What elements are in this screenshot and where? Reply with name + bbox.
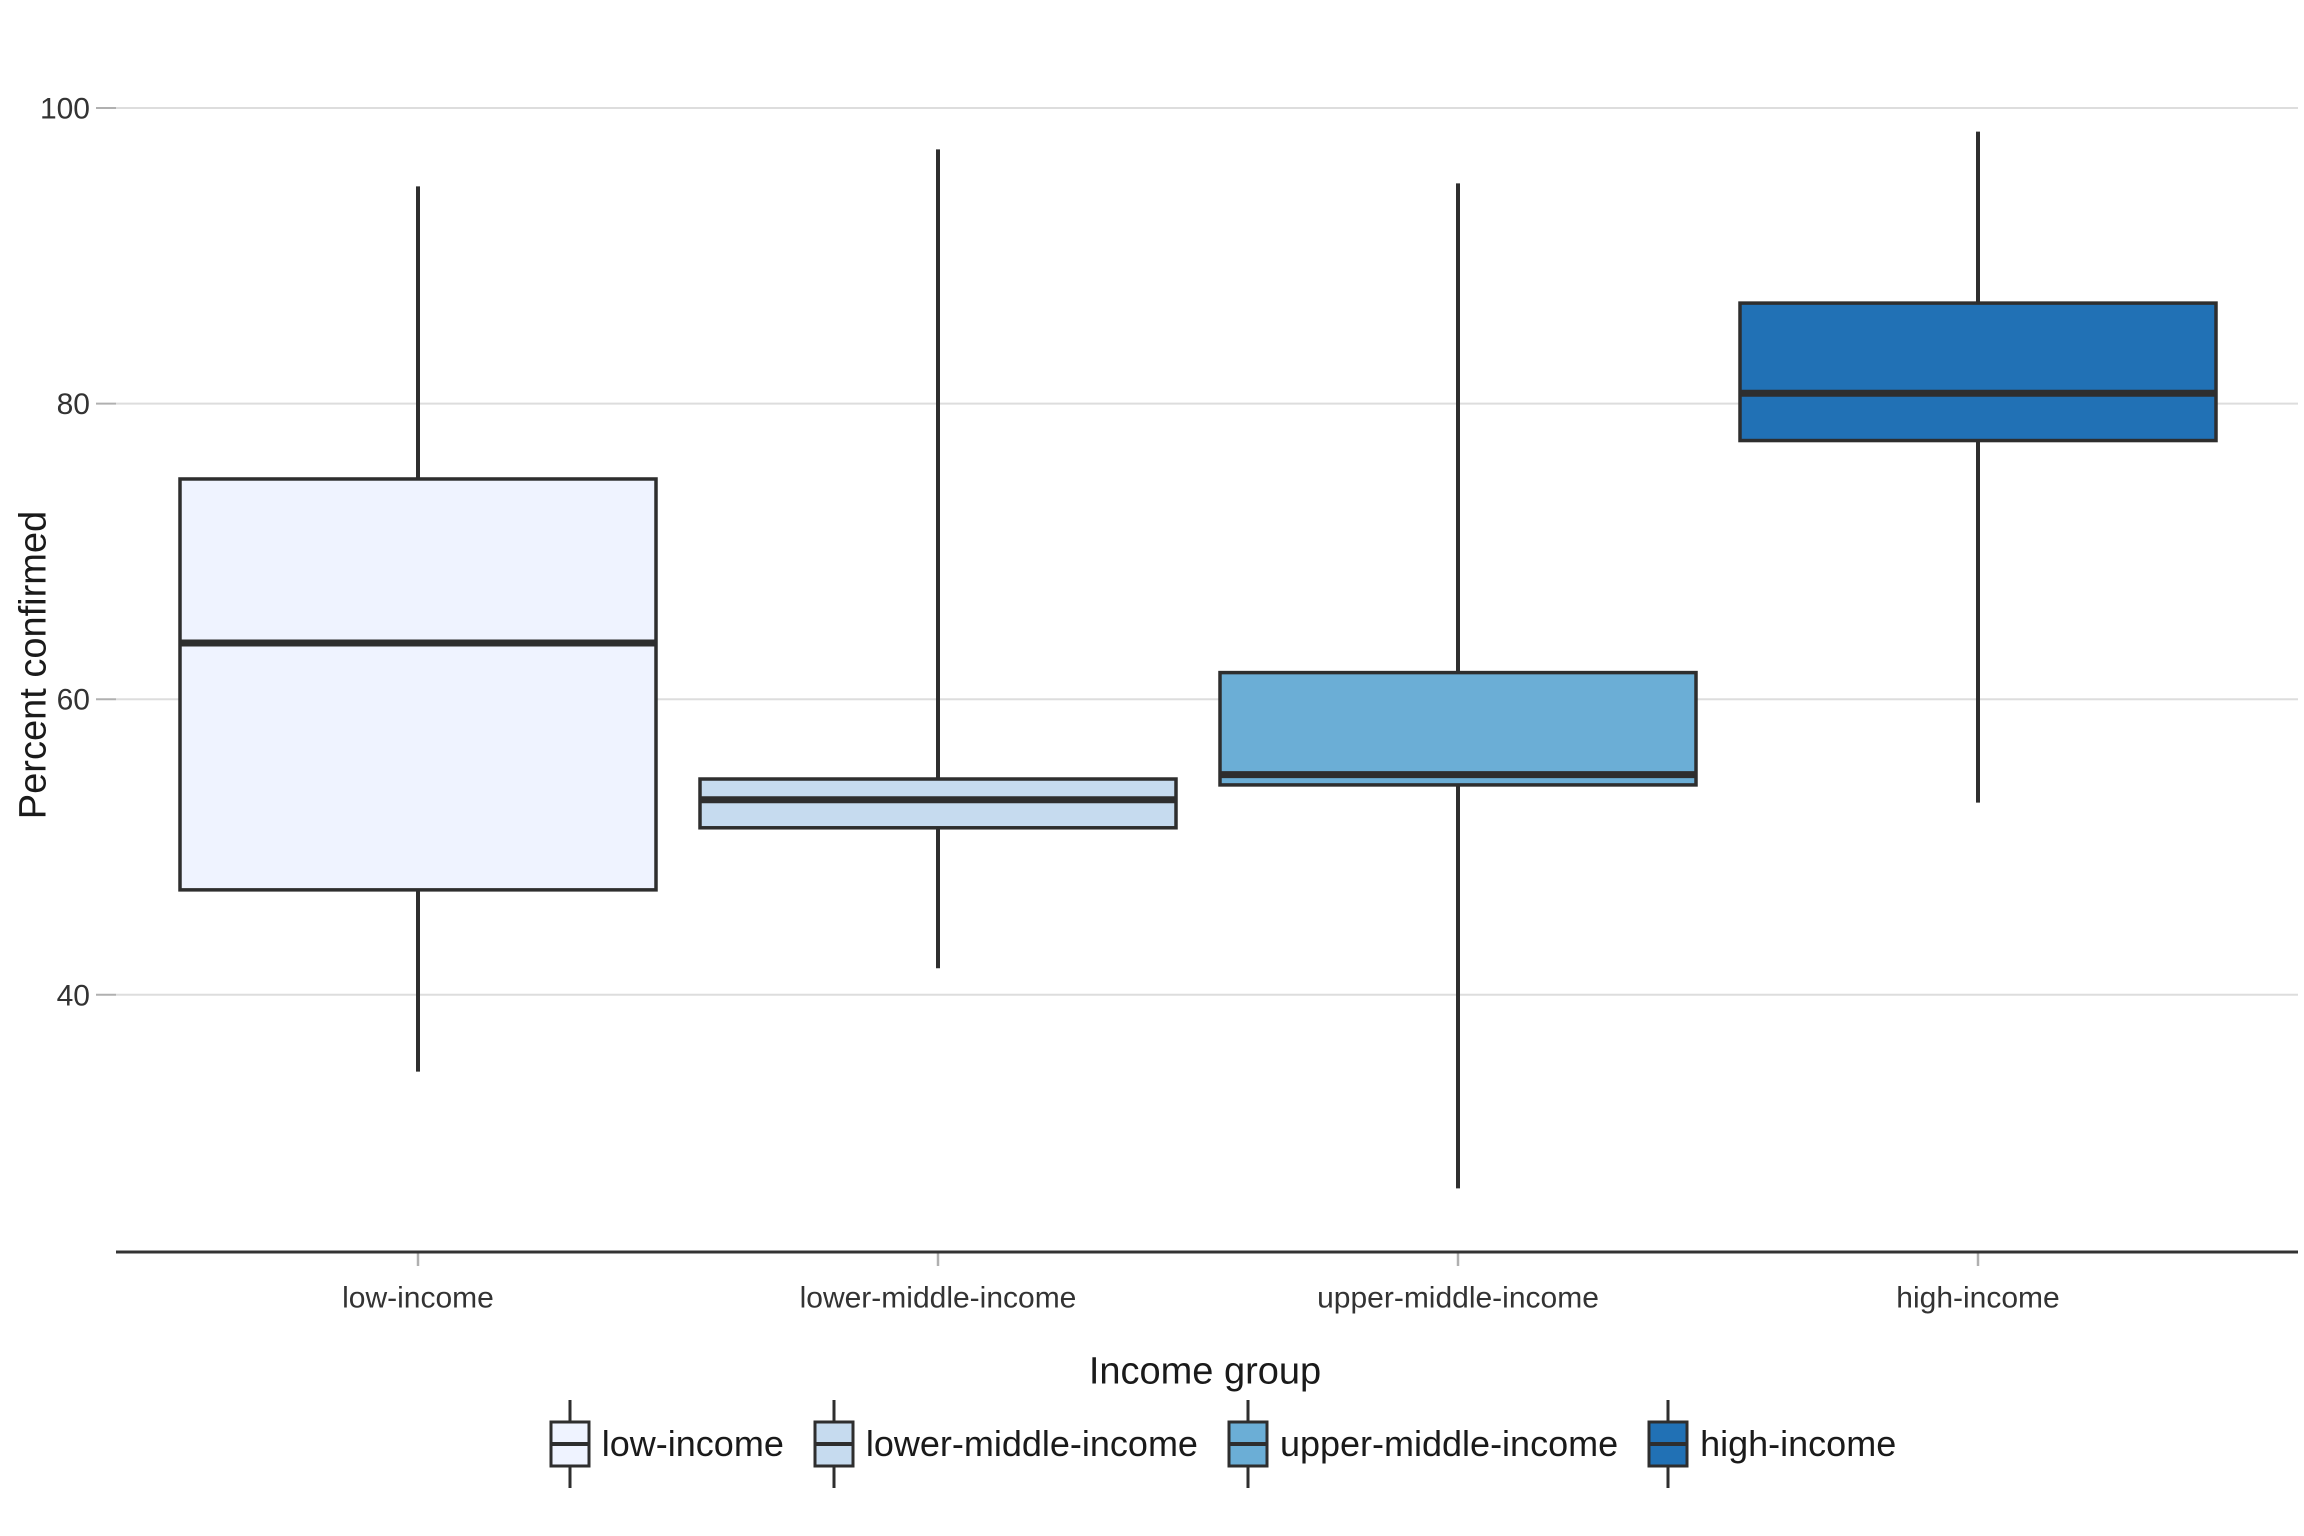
x-category-label: low-income bbox=[342, 1282, 494, 1315]
y-tick-label: 100 bbox=[40, 93, 90, 126]
y-tick-label: 80 bbox=[57, 388, 90, 421]
y-axis-title: Percent confirmed bbox=[12, 510, 55, 820]
x-category-label: upper-middle-income bbox=[1317, 1282, 1599, 1315]
legend-label: lower-middle-income bbox=[865, 1423, 1198, 1464]
legend-label: high-income bbox=[1700, 1423, 1897, 1464]
legend-item-lower-middle-income: lower-middle-income bbox=[812, 1396, 1198, 1492]
legend-item-high-income: high-income bbox=[1646, 1396, 1896, 1492]
y-tick-label: 40 bbox=[57, 979, 90, 1012]
legend-key-boxplot-icon bbox=[1227, 1400, 1269, 1488]
box-upper-middle-income bbox=[1218, 670, 1698, 787]
legend-label: upper-middle-income bbox=[1279, 1423, 1619, 1464]
y-tick-label: 60 bbox=[57, 684, 90, 717]
legend-item-upper-middle-income: upper-middle-income bbox=[1226, 1396, 1618, 1492]
x-category-label: high-income bbox=[1896, 1282, 2059, 1315]
legend-label: low-income bbox=[601, 1423, 784, 1464]
legend-item-low-income: low-income bbox=[548, 1396, 784, 1492]
x-axis-title: Income group bbox=[1088, 1350, 1322, 1393]
legend-key-boxplot-icon bbox=[813, 1400, 855, 1488]
legend-key-boxplot-icon bbox=[1647, 1400, 1689, 1488]
box-high-income bbox=[1738, 301, 2218, 443]
legend: low-income lower-middle-income upper-middl… bbox=[140, 1396, 2304, 1492]
legend-key-boxplot-icon bbox=[549, 1400, 591, 1488]
box-lower-middle-income bbox=[698, 777, 1178, 830]
x-category-label: lower-middle-income bbox=[800, 1282, 1077, 1315]
box-low-income bbox=[178, 477, 658, 892]
